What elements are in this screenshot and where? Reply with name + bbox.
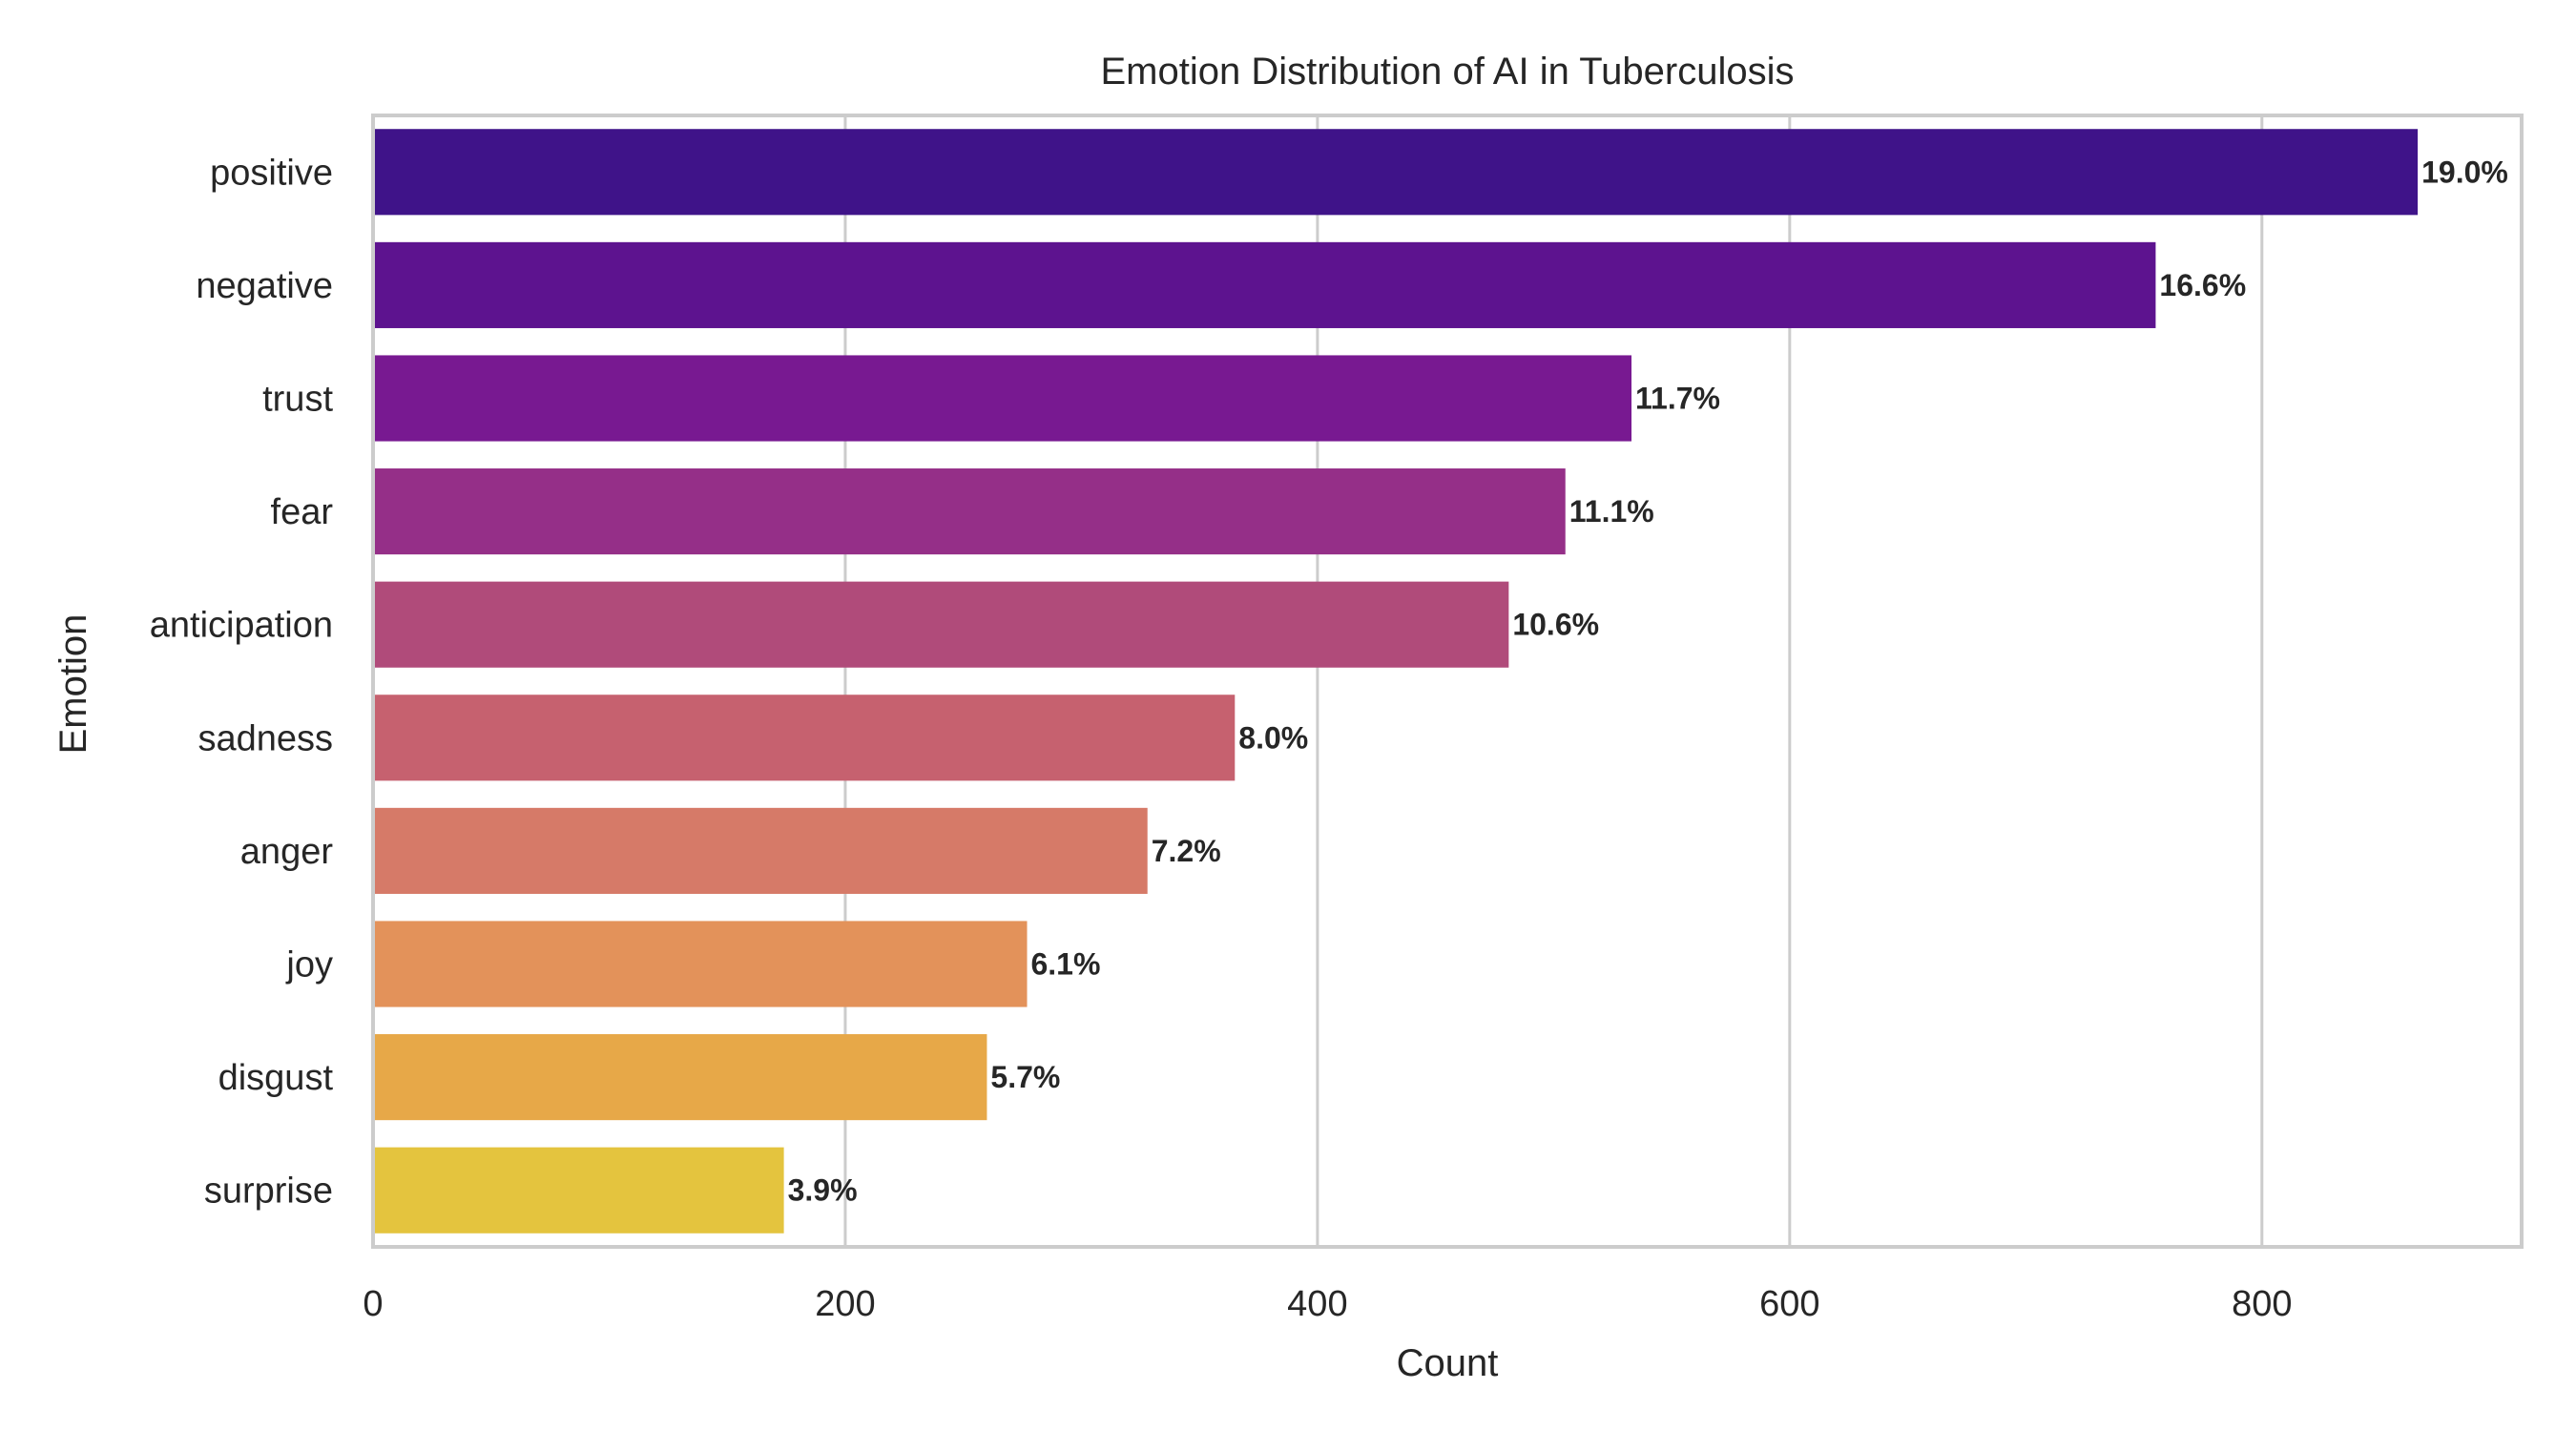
bar-sadness xyxy=(373,695,1236,781)
data-label-trust: 11.7% xyxy=(1635,382,1720,416)
bar-anticipation xyxy=(373,581,1509,668)
data-label-fear: 11.1% xyxy=(1569,494,1654,529)
data-labels: 19.0% 16.6% 11.7% 11.1% 10.6% 8.0% 7.2% 6.1% 5.7… xyxy=(788,155,2508,1207)
data-label-positive: 19.0% xyxy=(2421,155,2508,189)
bar-negative xyxy=(373,241,2156,328)
y-axis-label: Emotion xyxy=(52,614,94,755)
bar-fear xyxy=(373,468,1566,555)
x-tick-label: 200 xyxy=(815,1284,875,1324)
bar-trust xyxy=(373,355,1632,442)
data-label-disgust: 5.7% xyxy=(990,1060,1060,1094)
y-tick-label-anger: anger xyxy=(240,832,334,872)
bar-joy xyxy=(373,921,1028,1007)
x-axis-label: Count xyxy=(1397,1342,1499,1384)
y-tick-label-surprise: surprise xyxy=(204,1172,333,1212)
tick-labels: 0 200 400 600 800 positive negative trust fear an… xyxy=(150,153,2293,1324)
data-label-anger: 7.2% xyxy=(1152,834,1221,868)
data-label-joy: 6.1% xyxy=(1030,947,1100,982)
bars xyxy=(373,129,2419,1234)
x-tick-label: 0 xyxy=(363,1284,383,1324)
y-tick-label-fear: fear xyxy=(271,492,334,532)
bar-positive xyxy=(373,129,2419,216)
data-label-anticipation: 10.6% xyxy=(1512,608,1599,642)
bar-anger xyxy=(373,807,1148,894)
chart-title: Emotion Distribution of AI in Tuberculos… xyxy=(1100,51,1794,93)
x-tick-label: 400 xyxy=(1287,1284,1347,1324)
bar-disgust xyxy=(373,1034,987,1121)
data-label-surprise: 3.9% xyxy=(788,1173,858,1208)
y-tick-label-anticipation: anticipation xyxy=(150,606,333,646)
y-tick-label-disgust: disgust xyxy=(218,1058,334,1098)
y-tick-label-joy: joy xyxy=(285,945,333,985)
data-label-sadness: 8.0% xyxy=(1238,720,1308,755)
x-tick-label: 600 xyxy=(1759,1284,1819,1324)
y-tick-label-negative: negative xyxy=(196,266,333,306)
y-tick-label-trust: trust xyxy=(262,380,333,420)
y-tick-label-sadness: sadness xyxy=(197,718,333,758)
plot-frame xyxy=(371,114,2524,1249)
bar-surprise xyxy=(373,1147,784,1234)
y-tick-label-positive: positive xyxy=(210,153,333,193)
x-tick-label: 800 xyxy=(2232,1284,2292,1324)
data-label-negative: 16.6% xyxy=(2159,268,2246,302)
